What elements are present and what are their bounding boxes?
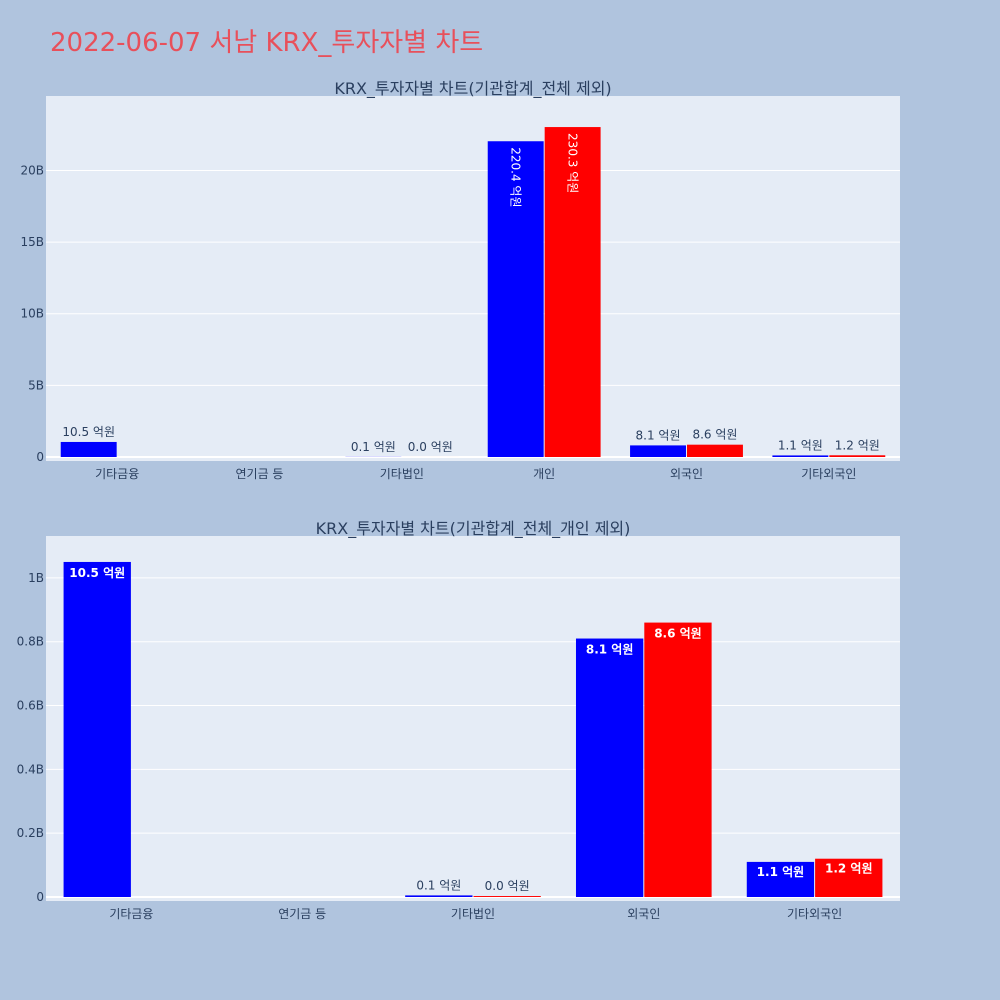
data-label: 1.2 억원 xyxy=(825,862,873,876)
data-label: 10.5 억원 xyxy=(62,425,115,439)
x-tick-label: 기타법인 xyxy=(451,907,495,921)
data-label: 1.1 억원 xyxy=(778,438,823,452)
bar xyxy=(772,455,829,457)
bar xyxy=(63,561,131,897)
data-label: 0.0 억원 xyxy=(408,440,453,454)
x-tick-label: 기타외국인 xyxy=(787,907,842,921)
chart-title: KRX_투자자별 차트(기관합계_전체_개인 제외) xyxy=(316,519,631,539)
x-tick-label: 기타외국인 xyxy=(801,467,856,481)
data-label: 230.3 억원 xyxy=(566,133,580,193)
y-tick-label: 15B xyxy=(20,235,44,249)
y-tick-label: 10B xyxy=(20,307,44,321)
bar xyxy=(644,622,712,897)
x-tick-label: 기타법인 xyxy=(380,467,424,481)
y-tick-label: 0.6B xyxy=(17,699,44,713)
data-label: 0.1 억원 xyxy=(351,440,396,454)
bar xyxy=(829,455,886,457)
bar xyxy=(815,858,883,897)
x-tick-label: 기타금융 xyxy=(109,907,153,921)
data-label: 1.1 억원 xyxy=(757,865,805,879)
y-tick-label: 0.2B xyxy=(17,826,44,840)
x-tick-label: 기타금융 xyxy=(95,467,139,481)
data-label: 0.0 억원 xyxy=(485,879,530,893)
y-tick-label: 1B xyxy=(28,571,44,585)
x-tick-label: 연기금 등 xyxy=(236,467,284,481)
bar xyxy=(687,444,743,457)
plot-area xyxy=(46,96,900,461)
x-tick-label: 외국인 xyxy=(627,907,660,921)
y-tick-label: 0 xyxy=(36,890,44,904)
bar xyxy=(487,141,544,457)
x-tick-label: 연기금 등 xyxy=(278,907,326,921)
bar xyxy=(630,445,686,457)
data-label: 0.1 억원 xyxy=(416,878,461,892)
data-label: 1.2 억원 xyxy=(835,438,880,452)
y-tick-label: 0.4B xyxy=(17,762,44,776)
chart-bottom: KRX_투자자별 차트(기관합계_전체_개인 제외) 0 0.2B 0.4B 0.6B 0… xyxy=(17,519,900,921)
bar xyxy=(405,895,473,897)
data-label: 8.1 억원 xyxy=(586,643,634,657)
data-label: 220.4 억원 xyxy=(509,147,523,207)
y-tick-label: 0 xyxy=(36,450,44,464)
bar xyxy=(60,441,117,457)
bar xyxy=(746,861,815,897)
bar xyxy=(544,127,601,457)
chart-title: KRX_투자자별 차트(기관합계_전체 제외) xyxy=(334,79,611,99)
y-tick-label: 5B xyxy=(28,378,44,392)
data-label: 8.6 억원 xyxy=(654,627,702,641)
y-tick-label: 0.8B xyxy=(17,635,44,649)
x-tick-label: 개인 xyxy=(533,467,555,481)
bar xyxy=(473,896,541,897)
data-label: 8.6 억원 xyxy=(692,428,737,442)
data-label: 8.1 억원 xyxy=(636,428,681,442)
chart-top: KRX_투자자별 차트(기관합계_전체 제외) 0 5B 10B 15B 20B 기타금융 1… xyxy=(20,79,900,481)
data-label: 10.5 억원 xyxy=(69,566,125,580)
plot-area xyxy=(46,536,900,901)
page-title: 2022-06-07 서남 KRX_투자자별 차트 xyxy=(50,28,484,58)
x-tick-label: 외국인 xyxy=(670,467,703,481)
y-tick-label: 20B xyxy=(20,163,44,177)
bar xyxy=(575,638,644,897)
